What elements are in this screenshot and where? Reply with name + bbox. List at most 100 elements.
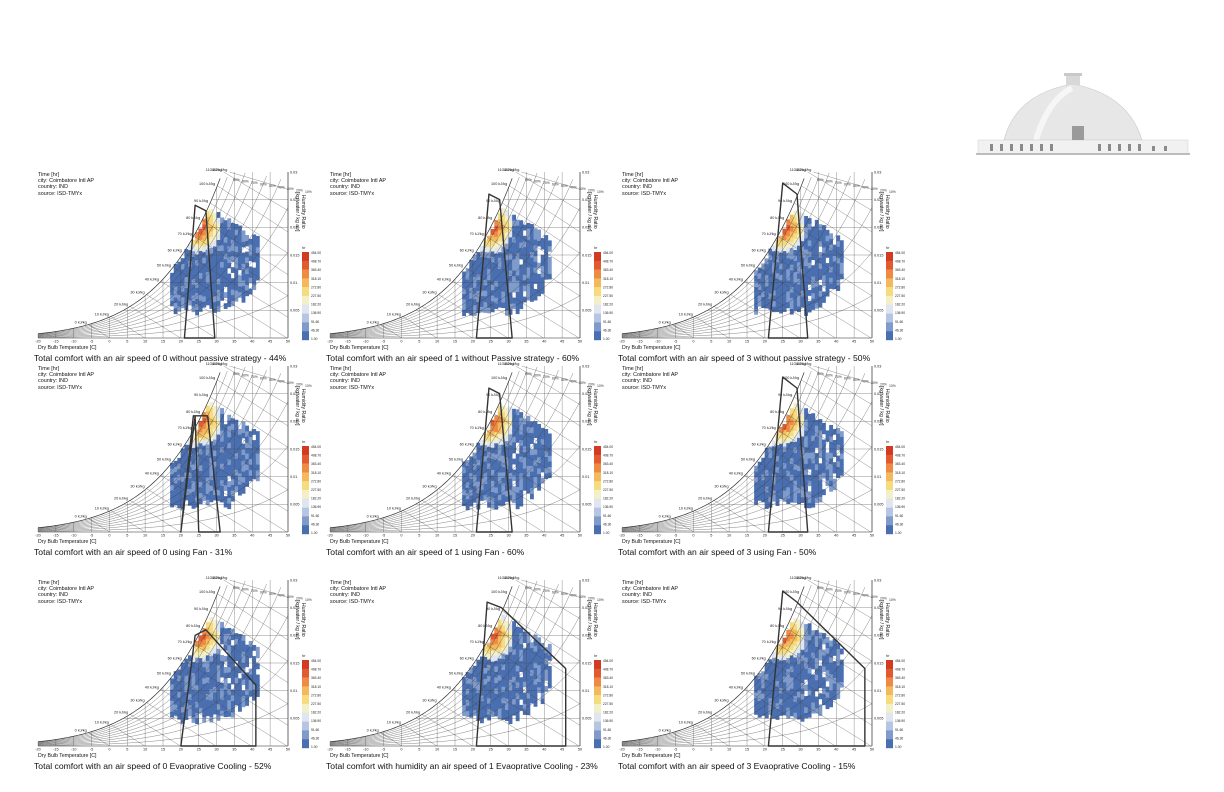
- heatmap-cell: [490, 666, 495, 673]
- heatmap-cell: [544, 456, 549, 463]
- legend-value: 272.80: [895, 285, 905, 289]
- heatmap-cell: [832, 467, 837, 474]
- heatmap-cell: [508, 489, 513, 496]
- heatmap-cell: [822, 489, 826, 496]
- heatmap-cell: [775, 680, 780, 687]
- enthalpy-label: 100 kJ/kg: [491, 182, 507, 186]
- heatmap-cell: [764, 258, 769, 265]
- heatmap-cell: [786, 630, 791, 636]
- heatmap-cell: [216, 495, 221, 501]
- heatmap-cell: [184, 658, 189, 665]
- heatmap-cell: [829, 695, 834, 702]
- legend-value: 91.60: [603, 728, 611, 732]
- heatmap-cell: [519, 478, 524, 485]
- enthalpy-line: [813, 171, 873, 190]
- heatmap-cell: [195, 237, 200, 244]
- heatmap-cell: [497, 630, 502, 637]
- y-tick-label: 0.025: [290, 392, 300, 396]
- heatmap-cell: [530, 290, 534, 297]
- heatmap-cell: [501, 466, 506, 473]
- heatmap-cell: [782, 681, 787, 688]
- heatmap-cell: [537, 659, 542, 666]
- heatmap-cell: [786, 285, 791, 292]
- heatmap-cell: [472, 496, 477, 503]
- relative-humidity-curve: [37, 401, 289, 531]
- heatmap-cell: [505, 632, 509, 639]
- heatmap-cell: [216, 670, 221, 677]
- heatmap-cell: [241, 662, 246, 669]
- heatmap-cell: [501, 691, 506, 698]
- heatmap-cell: [465, 301, 470, 308]
- heatmap-cell: [533, 459, 538, 466]
- heatmap-cell: [476, 257, 481, 264]
- legend-value: 454.00: [311, 445, 321, 449]
- heatmap-cell: [526, 648, 531, 655]
- heatmap-cell: [227, 639, 232, 645]
- y-tick-label: 0.005: [582, 503, 592, 507]
- heatmap-cell: [814, 253, 819, 259]
- heatmap-cell: [195, 429, 200, 436]
- heatmap-cell: [487, 670, 492, 677]
- heatmap-cell: [537, 653, 542, 660]
- heatmap-cell: [191, 262, 196, 268]
- legend-swatch: [594, 304, 601, 314]
- heatmap-cell: [526, 437, 531, 444]
- heatmap-cell: [537, 670, 542, 677]
- heatmap-cell: [519, 682, 524, 689]
- heatmap-cell: [814, 247, 819, 254]
- heatmap-cell: [465, 465, 470, 472]
- comfort-zone: [180, 415, 221, 533]
- heatmap-cell: [793, 712, 798, 719]
- x-tick-label: 50: [286, 534, 290, 538]
- heatmap-cell: [476, 263, 481, 269]
- legend-value: 454.00: [895, 659, 905, 663]
- heatmap-cell: [216, 256, 221, 263]
- enthalpy-line: [160, 689, 252, 747]
- heatmap-cell: [522, 653, 527, 660]
- heatmap-cell: [519, 649, 524, 656]
- heatmap-cell: [191, 447, 196, 454]
- heatmap-cell: [807, 496, 812, 503]
- heatmap-cell: [173, 482, 178, 489]
- x-axis-label: Dry Bulb Temperature [C]: [330, 753, 389, 759]
- x-tick-label: -15: [345, 748, 351, 752]
- heatmap-cell: [501, 664, 506, 671]
- enthalpy-line: [794, 610, 873, 662]
- heatmap-cell: [519, 456, 524, 463]
- heatmap-cell: [515, 637, 520, 644]
- legend-swatch: [594, 739, 601, 749]
- enthalpy-label: 90 kJ/kg: [486, 393, 500, 397]
- heatmap-cell: [789, 633, 794, 639]
- heatmap-cell: [533, 470, 538, 477]
- heatmap-cell: [483, 706, 488, 713]
- heatmap-cell: [245, 644, 250, 651]
- heatmap-cell: [825, 675, 830, 682]
- heatmap-cell: [818, 274, 823, 280]
- heatmap-cell: [512, 220, 517, 227]
- heatmap-cell: [177, 708, 182, 715]
- heatmap-cell: [522, 692, 527, 699]
- heatmap-cell: [173, 488, 178, 495]
- heatmap-cell: [487, 686, 492, 693]
- heatmap-cell: [465, 672, 470, 678]
- heatmap-cell: [757, 273, 762, 279]
- legend-value: 182.20: [603, 497, 613, 501]
- heatmap-cell: [786, 492, 791, 499]
- heatmap-cell: [526, 692, 531, 699]
- heatmap-cell: [227, 218, 232, 225]
- heatmap-cell: [814, 302, 819, 309]
- heatmap-cell: [825, 458, 830, 464]
- heatmap-cell: [793, 673, 798, 680]
- enthalpy-line: [730, 702, 801, 747]
- heatmap-cell: [227, 492, 232, 499]
- heatmap-cell: [544, 669, 549, 676]
- heatmap-cell: [836, 659, 841, 666]
- heatmap-cell: [797, 228, 801, 235]
- y-tick-label: 0.01: [290, 475, 297, 479]
- heatmap-cell: [526, 289, 531, 296]
- x-tick-label: 50: [286, 748, 290, 752]
- legend-value: 182.20: [603, 711, 613, 715]
- heatmap-cell: [526, 250, 531, 257]
